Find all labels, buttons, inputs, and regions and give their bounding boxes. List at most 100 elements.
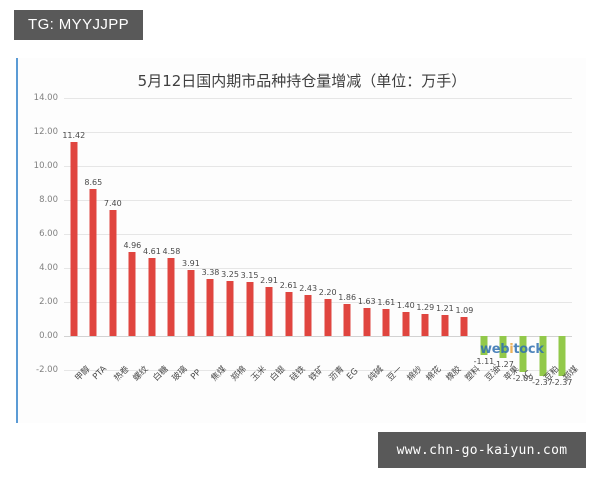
y-axis-tick-label: 2.00 [39, 297, 58, 307]
bar-slot[interactable]: 4.96 螺纹 [123, 98, 150, 384]
bar-value-label: 1.61 [377, 297, 396, 307]
bar[interactable] [226, 280, 234, 336]
gridline [64, 234, 572, 235]
bar-slot[interactable]: -2.37 豆粕 [532, 98, 561, 387]
watermark-accent: i [509, 342, 514, 357]
bar-value-label: 1.09 [455, 306, 474, 316]
bar-value-label: 3.91 [182, 258, 200, 268]
bar-value-label: -1.11 [473, 356, 495, 366]
bar-slot[interactable]: 1.21 橡胶 [435, 98, 463, 383]
bar-slot[interactable]: 2.43 铁矿 [298, 98, 326, 384]
bar[interactable] [539, 336, 547, 377]
bar-slot[interactable]: 1.40 棉纱 [396, 98, 424, 383]
bar[interactable] [148, 257, 156, 336]
bar[interactable] [519, 336, 527, 372]
bar[interactable] [480, 336, 488, 355]
bar-value-label: 1.40 [396, 301, 415, 311]
y-axis-tick-label: -2.00 [36, 365, 58, 375]
bar-value-label: 8.65 [84, 177, 103, 187]
bar-slot[interactable]: 7.40 热卷 [103, 98, 131, 383]
bar-slot[interactable]: -2.37 郑煤 [552, 98, 581, 387]
bar-value-label: -2.09 [512, 373, 534, 383]
y-axis-tick-label: 12.00 [33, 127, 58, 137]
bar[interactable] [382, 308, 390, 336]
watermark-prefix: web [480, 342, 510, 357]
bar-value-label: 1.63 [357, 297, 376, 307]
bar-value-label: -2.37 [532, 378, 553, 388]
bar-slot[interactable]: 11.42 甲醇 [62, 98, 92, 384]
bar-value-label: 1.21 [435, 304, 454, 314]
bar-slot[interactable]: 1.29 棉花 [416, 98, 443, 383]
bar-value-label: 3.25 [221, 269, 239, 279]
plot-area: 14.00 12.00 10.00 8.00 6.00 4.00 2.00 0.00 -2.00… [34, 93, 581, 387]
bar-slot[interactable]: 3.15 玉米 [240, 98, 268, 383]
bar[interactable] [363, 308, 371, 336]
bar-value-label: 3.15 [240, 271, 259, 281]
bar[interactable] [128, 251, 136, 336]
bar-value-label: 4.61 [142, 246, 161, 256]
bar-slot[interactable]: 1.61 豆一 [377, 98, 404, 384]
bar-value-label: 11.42 [62, 130, 86, 140]
bar-value-label: 2.91 [260, 275, 278, 285]
bar[interactable] [187, 269, 195, 336]
bar-value-label: 7.40 [103, 199, 122, 209]
bar-value-label: 4.96 [123, 240, 142, 250]
bar-slot[interactable]: -1.11 豆油 [473, 98, 502, 383]
bar[interactable] [324, 298, 332, 336]
gridline [64, 132, 572, 133]
bar-slot[interactable]: -2.09 IC [513, 98, 534, 383]
bar[interactable] [70, 141, 78, 336]
gridline [64, 200, 572, 201]
bar[interactable] [304, 294, 312, 336]
bar-value-label: 1.86 [338, 293, 357, 303]
bar[interactable] [558, 336, 566, 377]
bar[interactable] [343, 304, 351, 336]
bar-value-label: 1.29 [416, 303, 435, 313]
bar-slot[interactable]: 1.09 塑料 [455, 98, 482, 383]
bar[interactable] [285, 291, 293, 336]
gridline [64, 166, 572, 167]
bar[interactable] [460, 317, 468, 336]
gridline [64, 370, 572, 371]
bar-value-label: 2.43 [299, 283, 318, 293]
bar-value-label: 3.38 [201, 267, 220, 277]
tg-badge: TG: MYYJJPP [14, 10, 144, 40]
webistock-watermark: webitock [480, 342, 544, 357]
bar[interactable] [167, 258, 175, 336]
y-axis-tick-label: 8.00 [39, 195, 58, 205]
bar[interactable] [89, 188, 97, 336]
gridline [64, 98, 572, 99]
bar-slot[interactable]: 1.63 纯碱 [357, 98, 385, 383]
y-axis-tick-label: 6.00 [39, 229, 58, 239]
bar-slot[interactable]: 2.61 硅铁 [279, 98, 307, 384]
chart-card: 5月12日国内期市品种持仓量增减（单位：万手） 14.00 12.00 10.00 8… [16, 58, 586, 423]
bar-slot[interactable]: 3.25 郑棉 [220, 98, 248, 384]
bar[interactable] [265, 286, 273, 336]
bar-series: 11.42 甲醇 8.65 PTA 7.40 热卷 4.96 螺纹 4.61 白糖 4.58 玻璃 3.… [62, 98, 581, 387]
bar[interactable] [421, 314, 429, 336]
bar-value-label: -1.27 [493, 359, 514, 369]
y-axis-tick-label: 10.00 [33, 161, 58, 171]
bar-slot[interactable]: -1.27 苹果 [493, 98, 522, 383]
bar[interactable] [206, 278, 214, 336]
chart-title: 5月12日国内期市品种持仓量增减（单位：万手） [137, 72, 467, 90]
bar-slot[interactable]: 3.38 焦煤 [201, 98, 229, 384]
bar-slot[interactable]: 8.65 PTA [84, 98, 109, 382]
gridline [64, 302, 572, 303]
bar-slot[interactable]: 2.91 白银 [259, 98, 287, 384]
gridline [64, 268, 572, 269]
bar-slot[interactable]: 1.86 EG [337, 98, 360, 382]
footer-url: www.chn-go-kaiyun.com [378, 432, 586, 468]
bar-value-label: -2.37 [551, 378, 573, 388]
bar[interactable] [402, 312, 410, 336]
bar[interactable] [246, 282, 254, 336]
bar-slot[interactable]: 3.91 PP [181, 98, 203, 383]
bar-value-label: 4.58 [162, 247, 181, 257]
bar-slot[interactable]: 4.61 白糖 [142, 98, 170, 384]
bar[interactable] [499, 336, 507, 358]
bar-slot[interactable]: 4.58 玻璃 [162, 98, 190, 383]
bar[interactable] [109, 210, 117, 336]
bar[interactable] [441, 315, 449, 336]
y-axis-tick-label: 4.00 [39, 263, 58, 273]
bar-slot[interactable]: 2.20 沥青 [318, 98, 346, 384]
